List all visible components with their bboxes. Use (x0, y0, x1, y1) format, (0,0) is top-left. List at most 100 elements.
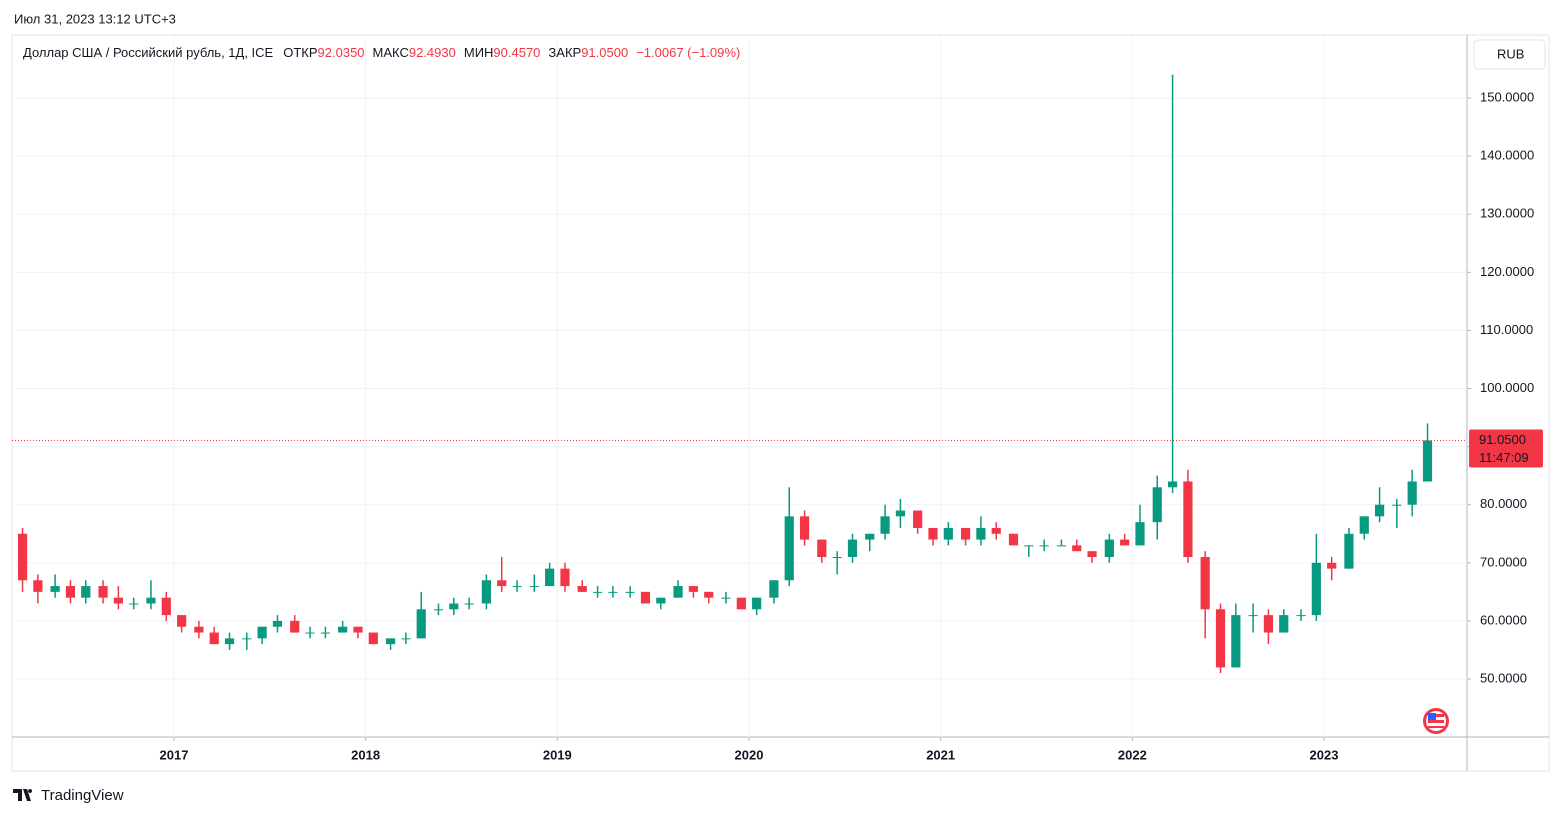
candle-body (1152, 487, 1162, 523)
candle-body (1263, 615, 1274, 633)
candle-body (1374, 504, 1385, 517)
candle-body (416, 609, 426, 639)
candle-body (1392, 504, 1402, 506)
legend-item: МИН (464, 45, 494, 60)
countdown: 11:47:09 (1479, 450, 1529, 465)
candle-body (1279, 615, 1289, 633)
candle-body (161, 597, 171, 616)
candle-body (353, 626, 363, 633)
candle-body (481, 580, 491, 604)
candle-body (769, 580, 779, 598)
candle-body (1327, 562, 1337, 569)
candle-body (608, 591, 618, 593)
brand-name[interactable]: TradingView (41, 787, 124, 804)
candle-body (305, 632, 315, 634)
candle-body (832, 557, 842, 559)
candle-body (1231, 615, 1241, 668)
candle-body (880, 516, 890, 534)
legend-item: 92.4930 (409, 45, 456, 60)
candle-body (673, 586, 683, 598)
candle-body (817, 539, 827, 558)
candle-body (847, 539, 858, 558)
legend-item: Доллар США / Российский рубль, 1Д, ICE (23, 45, 274, 60)
candle-body (1200, 557, 1210, 610)
candle-body (449, 603, 459, 610)
y-tick-label: 80.0000 (1480, 496, 1527, 511)
candle-body (721, 597, 731, 599)
candle-body (113, 597, 123, 604)
x-tick-label: 2023 (1310, 747, 1339, 762)
legend-item: 91.0500 (581, 45, 628, 60)
currency-label[interactable]: RUB (1497, 46, 1524, 61)
currency-button[interactable] (1473, 39, 1546, 70)
candle-body (529, 586, 539, 588)
candle-body (497, 580, 507, 587)
y-tick-label: 120.0000 (1480, 264, 1534, 279)
last-price-label: 91.0500 (1479, 432, 1526, 447)
brand-logo[interactable] (13, 789, 33, 801)
grid: 50.000060.000070.000080.000090.0000100.0… (12, 35, 1534, 762)
candles (17, 74, 1433, 674)
candle-body (799, 516, 810, 540)
flag-icon (1423, 708, 1449, 734)
candle-body (320, 632, 330, 634)
x-tick-label: 2022 (1118, 747, 1147, 762)
candle-body (752, 597, 762, 610)
y-tick-label: 130.0000 (1480, 206, 1534, 221)
chart-frame (11, 34, 1550, 772)
candle-body (1008, 533, 1019, 546)
y-tick-label: 150.0000 (1480, 89, 1534, 104)
candle-body (194, 626, 204, 633)
legend-item: ОТКР (283, 45, 317, 60)
candle-body (1296, 615, 1306, 617)
candle-body (512, 586, 522, 588)
x-tick-label: 2017 (160, 747, 189, 762)
candle-body (1024, 545, 1034, 547)
candle-body (81, 586, 91, 598)
candle-body (960, 527, 971, 540)
candle-body (1104, 539, 1114, 558)
candle-body (640, 591, 651, 604)
candle-body (50, 586, 60, 592)
legend-item: 90.4570 (493, 45, 540, 60)
overlay: 91.0500 11:47:09 (12, 429, 1543, 468)
candle-body (895, 510, 906, 517)
candle-body (865, 533, 875, 540)
candle-body (704, 591, 714, 598)
candle-body (1072, 545, 1082, 552)
last-price-box (1469, 429, 1543, 468)
candle-body (98, 586, 108, 598)
timestamp: Июл 31, 2023 13:12 UTC+3 (14, 11, 176, 26)
symbol-legend: Доллар США / Российский рубль, 1Д, ICE ОТ… (23, 45, 740, 60)
candle-body (338, 626, 348, 633)
candle-body (1344, 533, 1354, 569)
candle-body (401, 638, 411, 640)
y-tick-label: 140.0000 (1480, 148, 1534, 163)
legend-item: −1.0067 (−1.09%) (636, 45, 740, 60)
candle-body (1311, 562, 1321, 616)
candle-body (65, 586, 76, 598)
candle-body (177, 615, 187, 627)
candle-body (209, 632, 219, 645)
candle-body (1215, 609, 1226, 668)
candle-body (560, 568, 570, 587)
candle-body (736, 597, 746, 610)
candle-body (625, 591, 635, 593)
candle-body (385, 638, 396, 645)
candle-body (577, 586, 587, 592)
candle-body (257, 626, 267, 639)
candle-body (1422, 440, 1433, 482)
candle-body (129, 603, 139, 605)
y-tick-label: 60.0000 (1480, 612, 1527, 627)
candle-body (1183, 481, 1193, 558)
candle-body (33, 580, 43, 592)
candle-body (913, 510, 923, 528)
candle-body (1167, 481, 1178, 488)
candle-body (1087, 551, 1097, 558)
candle-body (1359, 516, 1369, 534)
candle-body (433, 609, 444, 611)
y-tick-label: 100.0000 (1480, 380, 1534, 395)
candle-body (224, 638, 235, 645)
candle-body (943, 527, 953, 540)
